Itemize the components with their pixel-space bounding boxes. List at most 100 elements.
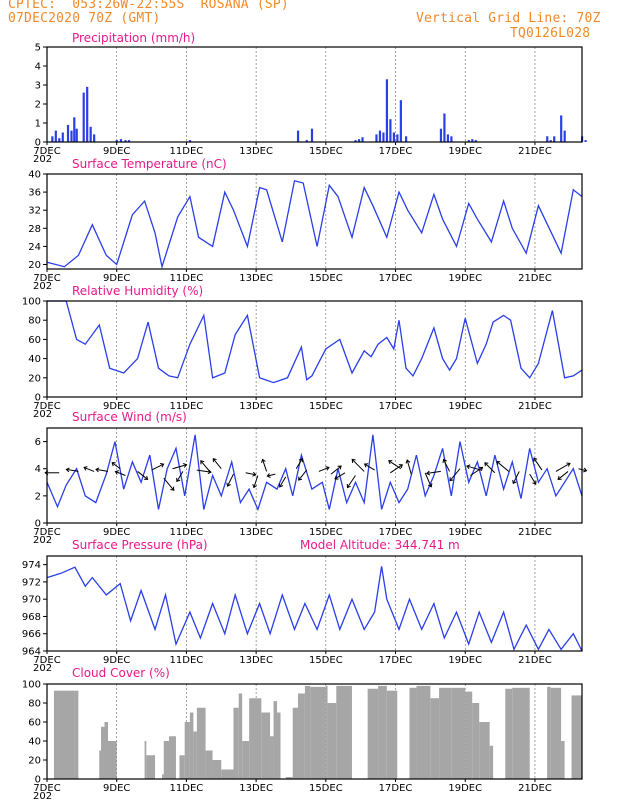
panel-3-ytick-label: 60 [28,335,41,346]
panel-6-cloud-bar [212,760,222,779]
wind-arrow-shaft [295,458,303,469]
panel-6-cloud-bar [104,722,108,779]
panel-5-ytick-label: 964 [22,647,41,658]
wind-arrow-head [298,476,303,481]
panel-1-precip-bar [399,100,402,142]
wind-arrow-shaft [388,460,402,470]
panel-1-precip-bar [584,140,587,142]
wind-arrow-shaft [390,464,403,474]
wind-arrow-shaft [111,462,121,470]
panel-6-cloud-bar [409,687,417,779]
panel-6-cloud-bar [168,736,176,779]
panel-6-cloud-bar [550,687,562,779]
wind-arrow-shaft [443,459,451,472]
panel-6-ytick-label: 80 [28,699,41,710]
wind-arrow-head [278,483,284,488]
panel-3-ytick-label: 40 [28,354,41,365]
panel-4-xtick-label: 7DEC [33,527,60,538]
wind-arrow-shaft [426,470,441,474]
wind-arrow-head [183,463,188,468]
panel-5-xtick-label: 21DEC [518,655,552,666]
panel-5-xtick-label: 11DEC [170,655,204,666]
panel-1-precip-bar [404,136,408,142]
wind-arrow-shaft [163,477,175,491]
panel-6-cloud-bar [465,691,473,779]
panel-6-cloud-bar [270,736,274,779]
wind-arrow-shaft [298,469,308,481]
panel-3-ytick-label: 0 [35,393,41,404]
panel-1-precip-bar [563,130,566,142]
panel-2-frame [46,173,583,270]
panel-6-cloud-bar [439,687,452,779]
wind-arrow-head [583,467,588,473]
wind-arrow-head [226,482,231,487]
panel-6-cloud-bar [571,695,582,779]
panel-1-precip-bar [188,140,192,142]
panel-4-title: Surface Wind (m/s) [72,410,187,424]
wind-arrow-head [200,460,205,465]
panel-6-cloud-bar [249,698,262,779]
panel-1-precip-bar [82,92,85,142]
panel-6-cloud-bar [416,685,431,779]
panel-5-ytick-label: 974 [22,560,41,571]
panel-6-cloud-bar [479,722,490,779]
panel-1-precip-bar [305,140,308,142]
panel-2-ytick-label: 20 [28,260,41,271]
wind-arrow-head [466,464,471,470]
panel-5-title: Surface Pressure (hPa) [72,538,208,552]
wind-arrow-head [346,483,351,489]
panel-1-precip-bar [115,140,118,142]
wind-arrow-shaft [200,460,212,474]
panel-1-precip-bar [127,140,131,142]
panel-2-ytick-label: 24 [28,242,41,253]
panel-5-year-label: 202 [33,663,52,674]
panel-2-ytick-label: 32 [28,206,41,217]
panel-1-precip-bar [54,130,57,142]
wind-arrow-shaft [318,466,330,472]
wind-arrow-head [176,477,181,483]
panel-6-cloud-bar [451,687,466,779]
panel-1-precip-bar [446,134,450,142]
panel-1-precip-bar [70,130,73,142]
wind-arrow-head [111,462,116,467]
wind-arrow-shaft [279,476,287,488]
wind-arrow-head [363,463,369,468]
header-run-time: 07DEC2020 70Z (GMT) [8,11,161,26]
panel-3-xtick-label: 11DEC [170,401,204,412]
panel-1-precip-bar [389,119,392,142]
panel-6-cloud-bar [304,685,311,779]
wind-arrow-head [212,458,217,463]
wind-arrow-head [496,460,501,465]
wind-arrow-head [160,463,165,468]
panel-5-annotation: Model Altitude: 344.741 m [300,538,460,552]
panel-4-xtick-label: 17DEC [379,527,413,538]
panel-4-xtick-label: 21DEC [518,527,552,538]
wind-arrow-shaft [529,473,537,485]
wind-arrow-shaft [406,460,412,475]
panel-6-cloud-bar [336,685,352,779]
panel-3-xtick-label: 17DEC [379,401,413,412]
panel-3-ytick-label: 100 [22,297,41,308]
panel-3-year-label: 202 [33,409,52,420]
wind-arrow-head [427,483,433,488]
panel-2-xtick-label: 11DEC [170,273,204,284]
panel-6-ytick-label: 40 [28,737,41,748]
panel-5-xtick-label: 9DEC [103,655,130,666]
panel-1-ytick-label: 1 [35,119,41,130]
panel-6-cloud-bar [512,687,530,779]
wind-arrow-head [533,457,538,462]
panel-4-xtick-label: 15DEC [309,527,343,538]
panel-1-precip-bar [382,132,385,142]
panel-1-precip-bar [119,139,123,142]
panel-2-xtick-label: 17DEC [379,273,413,284]
panel-6-year-label: 202 [33,791,52,800]
panel-6-cloud-bar [367,688,379,779]
panel-1-precip-bar [385,79,389,142]
panel-5-xtick-label: 19DEC [448,655,482,666]
panel-6-cloud-bar [74,690,79,779]
wind-arrow-shaft [449,468,461,482]
panel-1-precip-bar [66,124,70,142]
panel-1-xtick-label: 19DEC [448,146,482,157]
panel-6-ytick-label: 100 [22,680,41,691]
